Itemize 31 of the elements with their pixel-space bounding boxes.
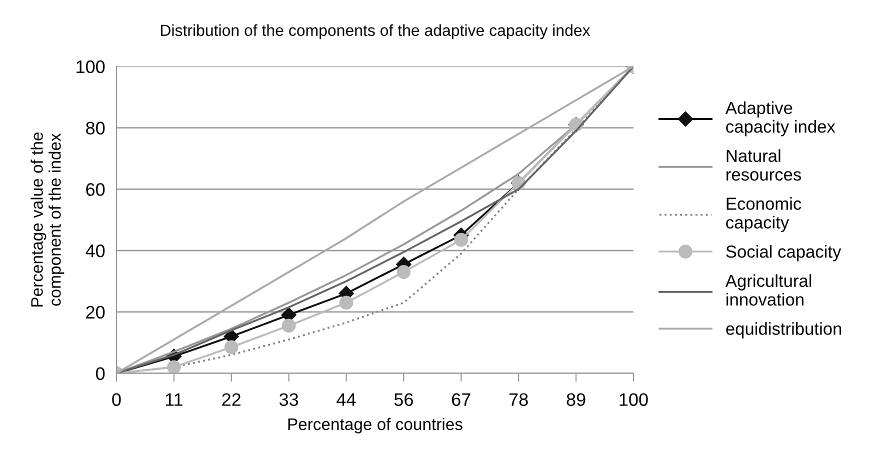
y-tick-label: 100 (76, 60, 105, 74)
chart-title: Distribution of the components of the adaptive capacity index (160, 24, 590, 40)
point (454, 232, 468, 247)
y-axis-title: Percentage value of the component of the index (30, 132, 64, 306)
legend-label: Social capacity (726, 245, 842, 262)
x-tick-label: 33 (279, 393, 298, 406)
legend-label: Natural resources (726, 149, 802, 181)
legend-label: equidistribution (726, 322, 842, 338)
y-tick-label: 60 (86, 183, 105, 196)
x-tick-label: 89 (566, 393, 586, 406)
point (339, 296, 354, 310)
y-tick-label: 40 (86, 244, 105, 258)
x-axis-title: Percentage of countries (288, 418, 462, 434)
legend-label: Economic capacity (726, 197, 802, 232)
legend-label: Adaptive capacity index (725, 101, 836, 136)
x-tick-label: 100 (620, 393, 648, 406)
legend-label: Agricultural innovation (725, 274, 812, 306)
point (224, 340, 238, 354)
x-tick-label: 44 (336, 393, 356, 406)
point (166, 360, 181, 374)
y-tick-label: 80 (86, 122, 105, 134)
x-tick-label: 56 (394, 393, 413, 406)
x-tick-label: 78 (509, 393, 528, 406)
y-tick-label: 0 (96, 367, 105, 380)
point (282, 318, 296, 333)
x-tick-label: 67 (452, 393, 470, 406)
x-tick-label: 22 (222, 393, 241, 406)
x-tick-label: 0 (112, 393, 121, 406)
y-tick-label: 20 (86, 306, 105, 319)
x-tick-label: 11 (166, 393, 182, 406)
point (396, 265, 411, 279)
